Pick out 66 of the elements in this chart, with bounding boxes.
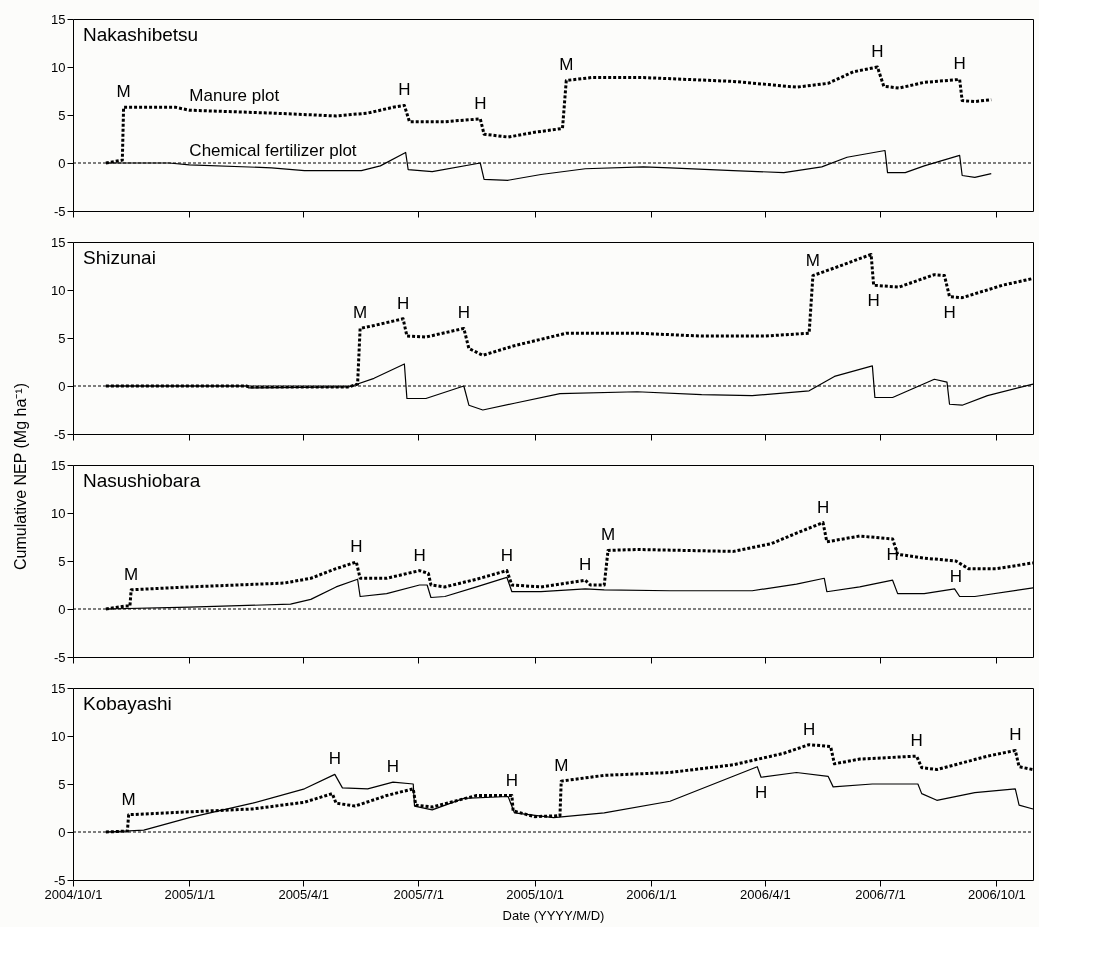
- annotation: H: [949, 567, 962, 586]
- x-tick-label: 2005/4/1: [278, 886, 329, 902]
- annotation: H: [386, 757, 400, 777]
- x-tick-label: 2006/1/1: [626, 886, 677, 902]
- annotation: M: [353, 303, 368, 323]
- annotation: H: [505, 770, 519, 790]
- annotation: H: [350, 536, 363, 556]
- x-tick-label: 2004/10/1: [44, 886, 103, 902]
- y-tick-label: 10: [51, 282, 66, 298]
- x-tick-label: 2006/4/1: [740, 886, 791, 902]
- annotation: M: [559, 55, 574, 75]
- annotation: M: [116, 82, 131, 102]
- chart-title: Nakashibetsu: [83, 24, 199, 45]
- y-tick-label: 0: [58, 378, 66, 394]
- y-tick-label: 5: [58, 330, 66, 346]
- y-tick-label: -5: [53, 203, 66, 219]
- x-tick-label: 2005/10/1: [506, 886, 565, 902]
- annotation: H: [802, 719, 816, 739]
- annotation: H: [398, 80, 411, 100]
- annotation: M: [600, 525, 616, 545]
- annotation: H: [867, 291, 880, 311]
- x-tick-label: 2005/1/1: [164, 886, 216, 902]
- y-tick-label: 10: [51, 505, 66, 521]
- annotation: H: [816, 497, 830, 517]
- series-label: Manure plot: [189, 86, 280, 106]
- x-axis-title: Date (YYYY/M/D): [502, 907, 605, 923]
- chart-title: Nasushiobara: [83, 470, 201, 491]
- annotation: H: [910, 731, 923, 751]
- y-tick-label: 0: [58, 155, 66, 171]
- annotation: H: [579, 555, 592, 575]
- annotation: H: [396, 293, 410, 313]
- y-tick-label: 5: [58, 107, 66, 123]
- annotation: H: [328, 749, 341, 769]
- annotation: M: [121, 789, 136, 809]
- x-tick-label: 2005/7/1: [393, 886, 445, 902]
- y-axis-title: Cumulative NEP (Mg ha⁻¹): [12, 383, 30, 570]
- x-tick-label: 2006/7/1: [855, 886, 906, 902]
- y-tick-label: 5: [58, 776, 66, 792]
- y-tick-label: 0: [58, 601, 66, 617]
- chart-title: Kobayashi: [83, 693, 172, 714]
- annotation: M: [124, 564, 139, 584]
- y-tick-label: -5: [53, 426, 66, 442]
- y-tick-label: 0: [58, 824, 66, 840]
- y-tick-label: 15: [51, 11, 66, 27]
- y-tick-label: -5: [53, 872, 66, 888]
- chart-title: Shizunai: [83, 247, 156, 268]
- annotation: H: [413, 545, 426, 565]
- x-tick-label: 2006/10/1: [967, 886, 1026, 902]
- y-tick-label: 10: [51, 59, 66, 75]
- y-tick-label: 15: [51, 234, 66, 250]
- annotation: H: [457, 303, 470, 323]
- y-tick-label: 5: [58, 553, 66, 569]
- y-tick-label: 15: [51, 457, 66, 473]
- annotation: H: [943, 302, 956, 322]
- annotation: H: [754, 783, 768, 803]
- y-tick-label: -5: [53, 649, 66, 665]
- annotation: H: [871, 42, 884, 61]
- annotation: M: [805, 250, 821, 270]
- annotation: H: [500, 545, 513, 565]
- annotation: M: [554, 756, 569, 776]
- series-label: Chemical fertilizer plot: [189, 140, 357, 160]
- y-tick-label: 15: [51, 680, 66, 696]
- annotation: H: [474, 93, 487, 113]
- y-tick-label: 10: [51, 728, 66, 744]
- annotation: H: [953, 54, 966, 74]
- annotation: H: [1009, 725, 1022, 745]
